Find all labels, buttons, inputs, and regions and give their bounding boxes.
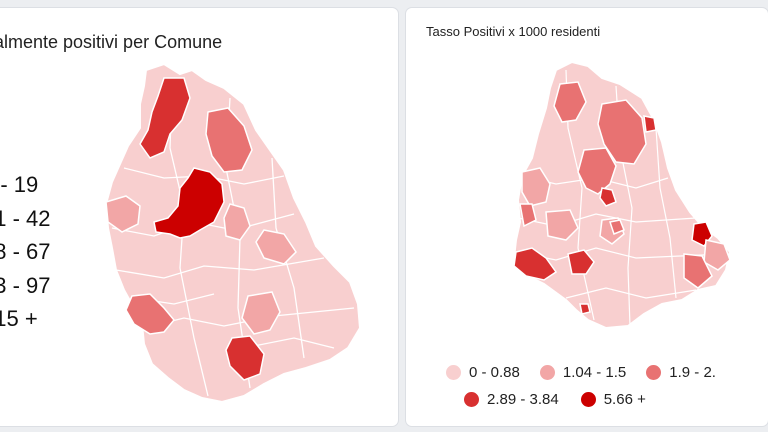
right-region-west xyxy=(521,167,551,207)
left-region-west xyxy=(105,195,141,233)
left-region-north xyxy=(139,77,191,159)
left-map-panel: almente positivi per Comune 0 - 19 21 - … xyxy=(0,8,398,426)
right-region-northeast xyxy=(597,99,647,165)
left-legend-item-3: 48 - 67 xyxy=(0,239,51,264)
left-legend-item-2: 21 - 42 xyxy=(0,205,51,231)
left-legend-item-1: 0 - 19 xyxy=(0,172,39,197)
left-region-southwest xyxy=(125,293,175,335)
right-legend-row-1: 0 - 0.88 1.04 - 1.5 1.9 - 2. xyxy=(446,364,768,381)
right-map-panel: Tasso Positivi x 1000 residenti xyxy=(406,8,768,426)
legend-dot-icon xyxy=(539,365,555,380)
left-panel-title: almente positivi per Comune xyxy=(0,32,223,52)
left-legend-item-4: 93 - 97 xyxy=(0,272,51,298)
right-region-west-mid xyxy=(519,203,537,228)
right-choropleth-map xyxy=(512,60,732,330)
right-region-south-dot xyxy=(579,303,591,315)
right-legend-row-2: 2.89 - 3.84 5.66 + xyxy=(446,391,768,408)
left-region-south xyxy=(225,335,265,381)
right-region-southeast xyxy=(683,253,713,289)
left-region-northeast xyxy=(205,107,253,173)
right-region-center-west xyxy=(545,209,579,241)
left-map-legend: 0 - 19 21 - 42 48 - 67 93 - 97 315 + xyxy=(0,168,51,336)
right-legend-label-4: 2.89 - 3.84 xyxy=(487,391,559,408)
legend-dot-icon xyxy=(580,392,596,407)
legend-dot-icon xyxy=(464,392,479,407)
left-legend-item-5: 315 + xyxy=(0,306,38,331)
right-legend-item-5: 5.66 + xyxy=(580,391,646,408)
legend-dot-icon xyxy=(646,365,662,380)
right-region-south-west xyxy=(513,247,558,281)
right-region-east xyxy=(703,239,731,271)
right-panel-title: Tasso Positivi x 1000 residenti xyxy=(426,24,601,39)
right-legend-label-1: 0 - 0.88 xyxy=(469,364,520,381)
right-region-center-dark xyxy=(599,187,617,207)
right-legend-item-1: 0 - 0.88 xyxy=(446,364,520,381)
right-legend-item-2: 1.04 - 1.5 xyxy=(539,364,627,381)
right-map-legend: 0 - 0.88 1.04 - 1.5 1.9 - 2. 2.89 - 3.84… xyxy=(446,364,768,418)
left-region-center-east xyxy=(223,203,251,241)
left-choropleth-map xyxy=(104,62,362,404)
right-legend-item-3: 1.9 - 2. xyxy=(646,364,716,381)
right-legend-label-5: 5.66 + xyxy=(603,391,646,408)
right-legend-item-4: 2.89 - 3.84 xyxy=(464,391,559,408)
right-legend-label-3: 1.9 - 2. xyxy=(669,364,716,381)
right-region-south-west-2 xyxy=(567,249,595,275)
legend-dot-icon xyxy=(446,365,461,380)
left-region-central xyxy=(153,167,225,239)
left-region-east xyxy=(255,229,297,265)
right-region-south xyxy=(609,219,625,235)
right-region-northeast-edge xyxy=(643,115,657,133)
left-region-south-east xyxy=(241,291,281,335)
right-region-north xyxy=(553,81,587,123)
right-legend-label-2: 1.04 - 1.5 xyxy=(562,364,627,381)
